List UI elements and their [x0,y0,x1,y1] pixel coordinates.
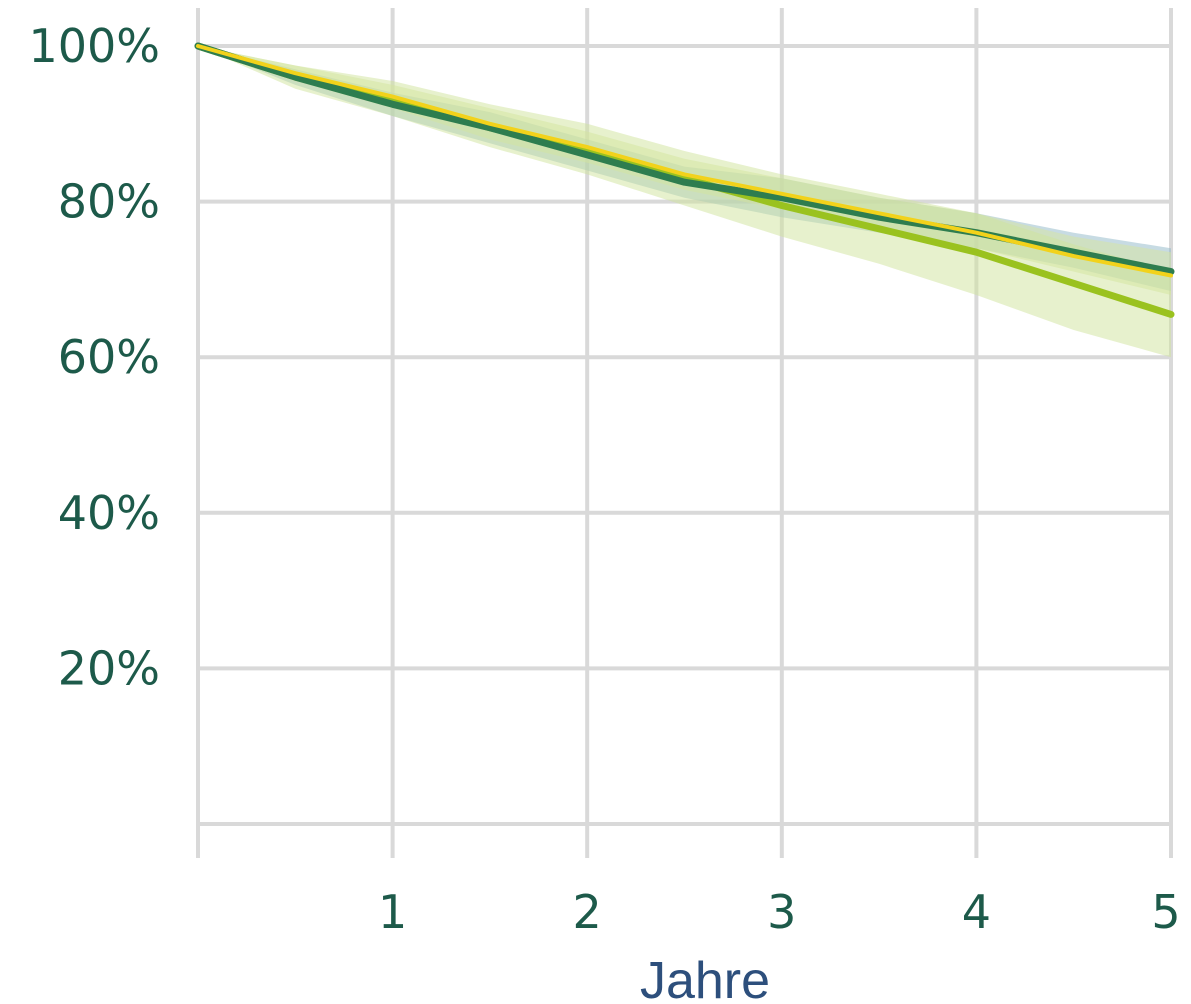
x-tick-label: 5 [1151,885,1180,939]
series-lines [194,42,1175,318]
x-axis-tick-labels: 1 2 3 4 5 [378,885,1181,939]
y-tick-label: 80% [58,175,160,229]
x-tick-label: 4 [962,885,991,939]
x-tick-label: 2 [573,885,602,939]
confidence-band-3 [198,46,1171,358]
y-axis-tick-labels: 100% 80% 60% 40% 20% [28,19,160,695]
y-tick-label: 20% [58,641,160,695]
y-tick-label: 60% [58,330,160,384]
x-axis-label: Jahre [640,952,770,1004]
y-tick-label: 40% [58,486,160,540]
x-tick-label: 3 [767,885,796,939]
x-tick-label: 1 [378,885,407,939]
y-tick-label: 100% [28,19,160,73]
series-line-2 [196,44,1173,278]
grid [196,8,1173,858]
